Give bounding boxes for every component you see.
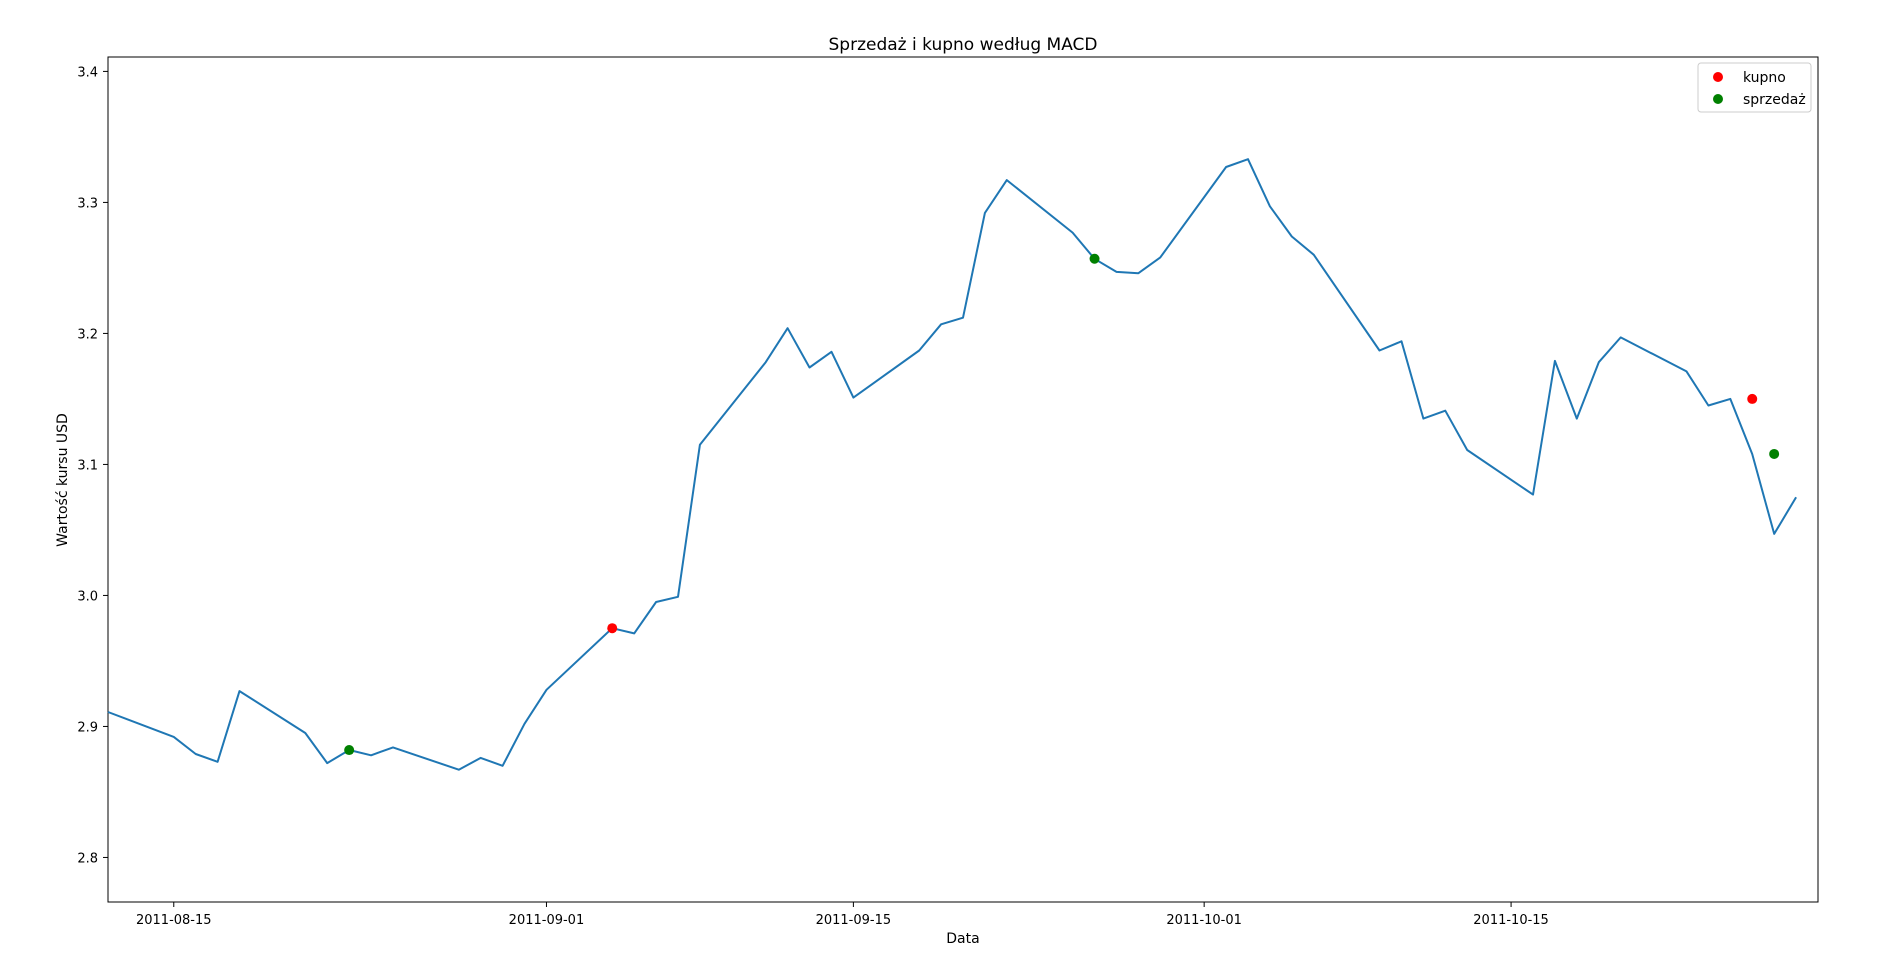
x-tick-label: 2011-09-01 bbox=[509, 913, 585, 928]
y-tick-label: 2.9 bbox=[77, 720, 98, 735]
x-tick-label: 2011-10-15 bbox=[1473, 913, 1549, 928]
y-tick-label: 3.4 bbox=[77, 65, 98, 80]
y-tick-label: 3.2 bbox=[77, 327, 98, 342]
x-axis-label: Data bbox=[946, 931, 979, 947]
axes-frame bbox=[107, 56, 1819, 903]
price-line bbox=[107, 158, 1797, 771]
x-tick-label: 2011-10-01 bbox=[1166, 913, 1242, 928]
plot-area bbox=[107, 56, 1819, 903]
legend-sprzedaz-marker bbox=[1713, 94, 1723, 104]
legend-sprzedaz-label: sprzedaż bbox=[1743, 92, 1806, 108]
legend-kupno-label: kupno bbox=[1743, 70, 1786, 86]
kupno-point bbox=[607, 623, 618, 634]
y-axis: 2.8 2.9 3.0 3.1 3.2 3.3 3.4 bbox=[77, 65, 108, 866]
legend-kupno-marker bbox=[1713, 72, 1723, 82]
legend: kupno sprzedaż bbox=[1697, 62, 1812, 113]
y-axis-label: Wartość kursu USD bbox=[55, 413, 71, 547]
chart-title: Sprzedaż i kupno według MACD bbox=[829, 35, 1098, 55]
markers-layer bbox=[344, 253, 1780, 756]
y-tick-label: 3.1 bbox=[77, 458, 98, 473]
x-tick-label: 2011-08-15 bbox=[136, 913, 212, 928]
series-layer bbox=[107, 158, 1797, 771]
kupno-point bbox=[1747, 393, 1758, 404]
y-tick-label: 3.0 bbox=[77, 589, 98, 604]
y-tick-label: 2.8 bbox=[77, 851, 98, 866]
sprzedaz-point bbox=[1769, 448, 1780, 459]
y-tick-label: 3.3 bbox=[77, 196, 98, 211]
x-tick-label: 2011-09-15 bbox=[816, 913, 892, 928]
sprzedaz-point bbox=[344, 745, 355, 756]
legend-box bbox=[1697, 62, 1812, 113]
sprzedaz-point bbox=[1089, 253, 1100, 264]
x-axis: 2011-08-15 2011-09-01 2011-09-15 2011-10-01… bbox=[136, 902, 1549, 928]
